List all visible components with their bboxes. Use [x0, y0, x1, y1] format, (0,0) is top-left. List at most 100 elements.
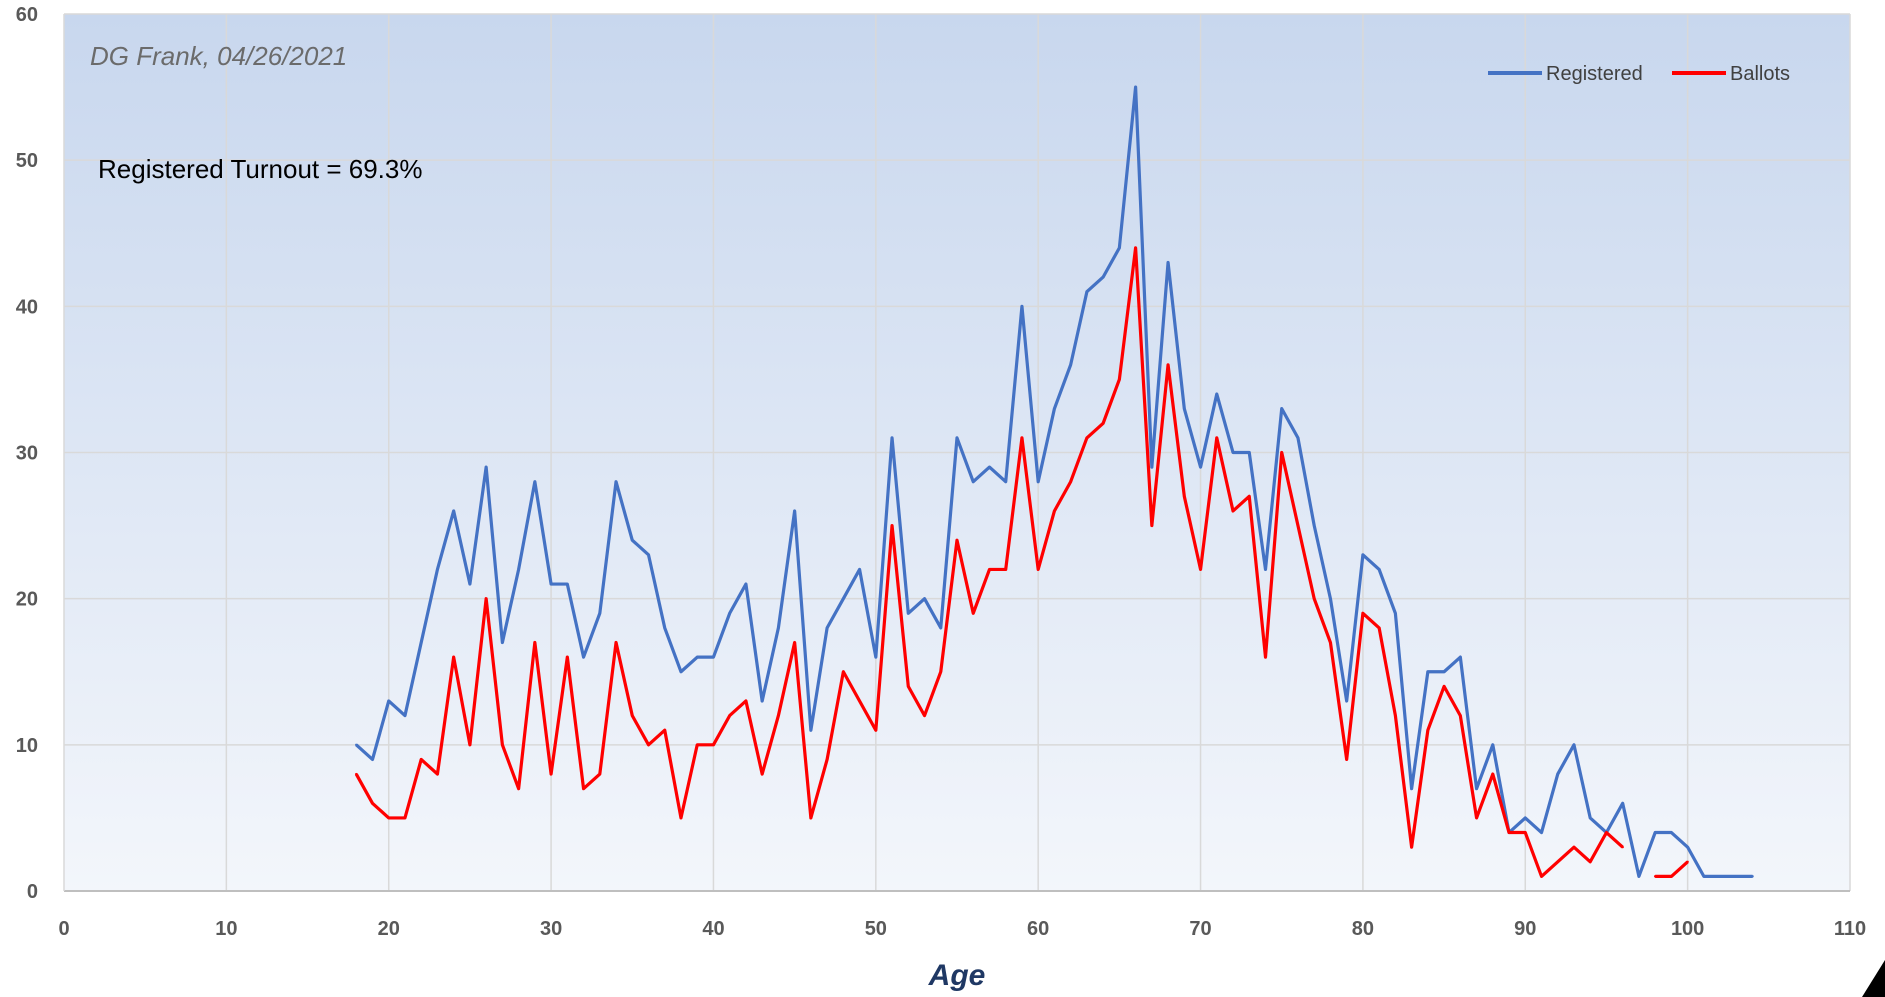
registered-data-point: [1540, 831, 1543, 834]
y-tick-label: 60: [16, 4, 38, 26]
ballots-data-point: [1345, 758, 1348, 761]
registered-data-point: [1589, 816, 1592, 820]
ballots-data-point: [728, 714, 731, 717]
ballots-data-point: [1686, 860, 1689, 863]
ballots-data-point: [777, 714, 780, 717]
ballots-data-point: [858, 699, 861, 703]
ballots-data-point: [1377, 626, 1381, 630]
ballots-data-point: [744, 699, 748, 703]
registered-data-point: [1085, 290, 1089, 293]
ballots-data-point: [1361, 612, 1365, 615]
registered-data-point: [1069, 363, 1072, 366]
ballots-data-point: [923, 714, 926, 717]
registered-data-point: [858, 568, 861, 571]
ballots-data-point: [1459, 714, 1462, 717]
ballots-data-point: [1410, 845, 1413, 849]
ballots-data-point: [955, 539, 959, 542]
ballots-data-point: [501, 743, 504, 747]
ballots-data-point: [842, 670, 845, 673]
registered-data-point: [842, 597, 845, 600]
ballots-data-point: [1036, 568, 1040, 571]
x-tick-label: 80: [1352, 918, 1374, 940]
registered-data-point: [825, 626, 829, 630]
registered-data-point: [1166, 261, 1170, 264]
ballots-data-point: [468, 743, 472, 747]
ballots-data-point: [1296, 524, 1300, 527]
registered-data-point: [1653, 831, 1657, 834]
registered-data-point: [631, 539, 634, 542]
ballots-data-point: [1118, 378, 1121, 381]
ballots-data-point: [1280, 451, 1283, 454]
registered-data-point: [793, 509, 796, 513]
registered-data-point: [1296, 436, 1300, 440]
ballots-data-point: [1507, 831, 1511, 834]
registered-data-point: [1329, 597, 1332, 600]
registered-data-point: [1313, 524, 1316, 527]
registered-data-point: [1361, 553, 1365, 557]
corner-mark: [1862, 960, 1885, 997]
ballots-data-point: [371, 802, 374, 805]
registered-data-point: [1621, 802, 1624, 805]
ballots-data-point: [988, 568, 991, 571]
registered-data-point: [614, 480, 618, 483]
ballots-data-point: [825, 758, 829, 761]
registered-data-point: [1377, 568, 1381, 571]
ballots-data-point: [890, 524, 894, 527]
registered-data-point: [647, 553, 650, 557]
ballots-data-point: [907, 685, 910, 688]
ballots-data-point: [972, 612, 975, 615]
ballots-data-point: [387, 816, 390, 820]
registered-data-point: [1410, 787, 1413, 790]
x-tick-label: 0: [58, 918, 69, 940]
registered-data-point: [1475, 787, 1478, 790]
ballots-data-point: [1199, 568, 1202, 571]
ballots-data-point: [614, 641, 618, 644]
ballots-data-point: [663, 729, 666, 732]
registered-data-point: [1572, 743, 1576, 747]
ballots-data-point: [1491, 772, 1495, 776]
registered-data-point: [533, 480, 537, 483]
ballots-data-point: [1215, 436, 1218, 440]
y-tick-label: 50: [16, 150, 38, 172]
registered-data-point: [598, 612, 601, 615]
ballots-data-point: [1069, 480, 1072, 483]
ballots-data-point: [420, 758, 423, 761]
legend-registered-label: Registered: [1546, 63, 1643, 85]
registered-data-point: [696, 655, 699, 659]
x-tick-label: 30: [540, 918, 562, 940]
registered-data-point: [387, 699, 390, 703]
registered-data-point: [1036, 480, 1040, 483]
ballots-data-point: [517, 787, 520, 790]
ballots-data-point: [760, 772, 764, 776]
registered-data-point: [1459, 655, 1462, 659]
registered-data-point: [452, 509, 455, 513]
registered-data-point: [501, 641, 504, 644]
registered-data-point: [371, 758, 374, 761]
ballots-data-point: [1134, 246, 1137, 250]
ballots-data-point: [1653, 875, 1657, 878]
turnout-annotation: Registered Turnout = 69.3%: [98, 154, 422, 184]
registered-data-point: [1345, 699, 1348, 703]
x-tick-label: 110: [1834, 918, 1866, 940]
registered-data-point: [1524, 816, 1527, 820]
registered-data-point: [1118, 246, 1121, 250]
ballots-data-point: [696, 743, 699, 747]
registered-data-point: [1735, 875, 1738, 878]
registered-data-point: [1670, 831, 1673, 834]
registered-data-point: [355, 743, 358, 747]
x-tick-label: 40: [702, 918, 724, 940]
ballots-data-point: [1605, 831, 1608, 834]
registered-data-point: [484, 465, 488, 469]
registered-data-point: [923, 597, 926, 600]
ballots-data-point: [1313, 597, 1316, 600]
registered-data-point: [1491, 743, 1495, 747]
registered-data-point: [1702, 875, 1706, 878]
ballots-data-point: [1053, 509, 1056, 513]
ballots-data-point: [809, 816, 813, 820]
registered-data-point: [1150, 465, 1154, 469]
ballots-data-point: [793, 641, 796, 644]
ballots-data-point: [1475, 816, 1478, 820]
legend: Registered Ballots: [1488, 63, 1790, 85]
registered-data-point: [1442, 670, 1446, 673]
